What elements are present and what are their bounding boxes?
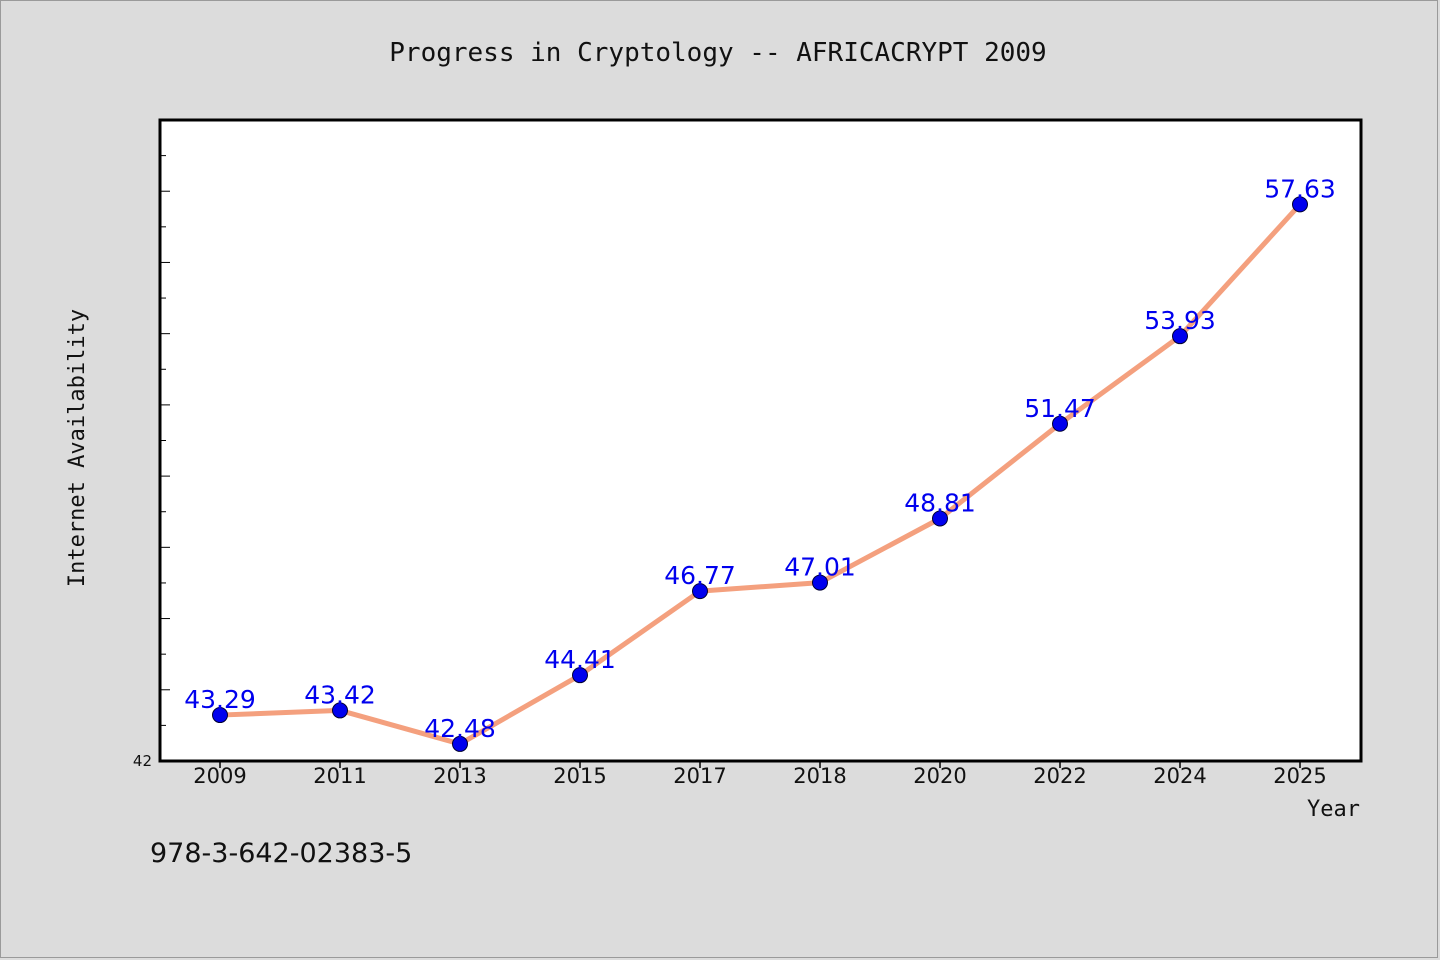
data-label: 42.48 [424,714,496,743]
data-point-marker [692,583,708,600]
x-tick-label: 2017 [673,764,726,788]
data-point-marker [212,707,228,724]
plot-area [158,118,1363,763]
x-tick-label: 2015 [553,764,606,788]
data-point-marker [332,702,348,719]
y-axis-ticks [160,119,170,762]
data-point-marker [1052,415,1068,432]
x-tick-label: 2013 [433,764,486,788]
series-layer [217,201,1303,747]
data-label: 47.01 [784,553,856,582]
data-label: 51.47 [1024,394,1096,423]
x-tick-label: 2022 [1033,764,1086,788]
data-label: 57.63 [1264,174,1336,203]
y-axis-title: Internet Availability [65,309,90,587]
chart-title: Progress in Cryptology -- AFRICACRYPT 20… [389,38,1046,68]
x-tick-label: 2020 [913,764,966,788]
data-point-marker [572,667,588,684]
series-line [217,201,1303,747]
x-tick-label: 2009 [193,764,246,788]
data-point-marker [812,574,828,591]
x-tick-label: 2024 [1153,764,1206,788]
data-label: 43.29 [184,685,256,714]
data-label: 46.77 [664,561,736,590]
data-point-marker [932,510,948,527]
data-label-layer: 43.29 43.42 42.48 44.41 46.77 47.01 48.81 51.47… [184,174,1336,743]
x-axis-title: Year [1307,797,1360,822]
data-label: 48.81 [904,488,976,517]
data-label: 44.41 [544,645,616,674]
data-point-marker [1172,328,1188,345]
marker-layer [212,196,1308,752]
x-tick-label: 2018 [793,764,846,788]
x-axis-ticks: 2009 2011 2013 2015 2017 2018 2020 2022 2024 2025 [193,761,1327,788]
y-tick-label: 42 [133,752,152,770]
isbn-text: 978-3-642-02383-5 [150,838,412,869]
x-tick-label: 2025 [1273,764,1326,788]
data-point-marker [452,735,468,752]
x-tick-label: 2011 [313,764,366,788]
data-label: 53.93 [1144,306,1216,335]
data-point-marker [1292,196,1308,213]
data-label: 43.42 [304,680,376,709]
